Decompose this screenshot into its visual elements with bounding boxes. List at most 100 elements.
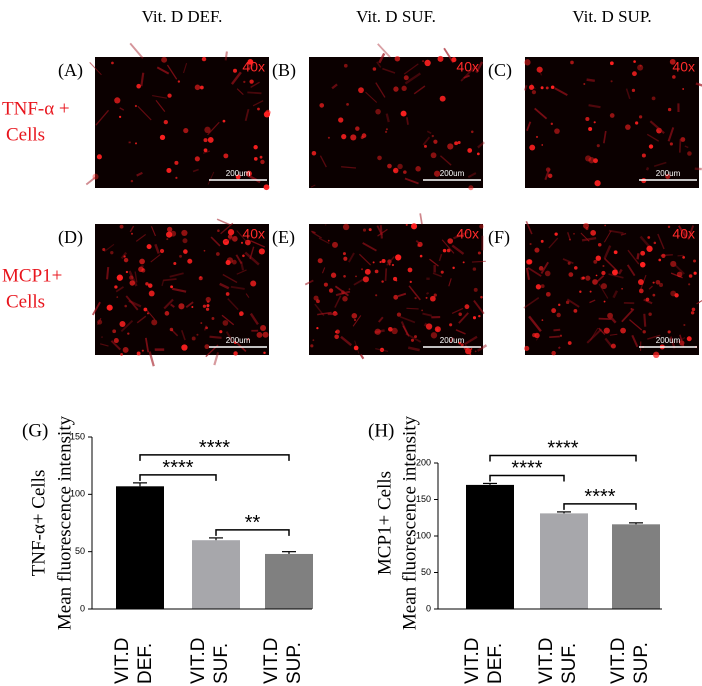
- magnification: 40x: [672, 59, 695, 75]
- cell: [567, 261, 571, 265]
- cell: [424, 59, 431, 67]
- cell: [409, 280, 412, 283]
- cell: [551, 350, 556, 356]
- fiber: [475, 61, 484, 74]
- cell: [135, 142, 137, 145]
- fiber: [678, 225, 688, 239]
- cell: [529, 242, 532, 246]
- cell: [201, 56, 207, 62]
- fiber: [321, 267, 326, 274]
- fiber: [236, 269, 247, 275]
- cell: [648, 144, 654, 149]
- cell: [227, 229, 235, 236]
- fiber: [347, 252, 355, 263]
- cell: [143, 307, 148, 312]
- cell: [204, 344, 210, 350]
- fiber: [245, 293, 250, 298]
- fiber: [375, 348, 389, 353]
- cell: [403, 75, 409, 81]
- cell: [311, 150, 317, 156]
- cell: [658, 258, 662, 262]
- cell: [187, 258, 193, 264]
- x-tick-label: VIT.D DEF.: [112, 637, 156, 684]
- cell: [585, 116, 590, 122]
- error-bar: [209, 537, 223, 541]
- cell: [433, 293, 437, 297]
- fiber: [696, 299, 702, 305]
- cell: [247, 338, 250, 341]
- cell: [473, 287, 478, 292]
- cell: [550, 122, 553, 125]
- cell: [582, 276, 585, 280]
- cell: [588, 157, 595, 164]
- cell: [430, 332, 438, 339]
- cell: [642, 330, 646, 334]
- cell: [638, 115, 643, 119]
- cell: [139, 258, 145, 265]
- cell: [596, 144, 600, 148]
- fiber: [667, 127, 675, 142]
- cell: [391, 263, 395, 267]
- fiber: [119, 107, 125, 111]
- cell: [436, 328, 439, 331]
- fiber: [219, 282, 230, 290]
- fiber: [382, 67, 396, 74]
- fiber: [540, 261, 549, 275]
- fiber: [580, 232, 590, 242]
- fiber: [549, 335, 560, 339]
- cell: [328, 288, 334, 293]
- cell: [239, 314, 242, 317]
- category-label-box: VIT.D DEF.: [112, 637, 156, 684]
- cell: [541, 144, 544, 146]
- significance-label: ****: [511, 458, 542, 480]
- fiber: [244, 108, 250, 122]
- cell: [585, 155, 592, 162]
- fiber: [586, 78, 596, 83]
- cell: [393, 169, 396, 172]
- cell: [381, 258, 386, 264]
- fiber: [128, 270, 138, 287]
- cell: [102, 247, 106, 252]
- cell: [559, 334, 563, 337]
- cell: [317, 258, 323, 264]
- column-header: Vit. D SUP.: [572, 7, 651, 26]
- fiber: [225, 331, 234, 343]
- cell: [119, 321, 126, 328]
- fiber: [612, 290, 619, 299]
- cell: [637, 64, 644, 71]
- cell: [170, 285, 174, 289]
- cell: [609, 113, 615, 118]
- cell: [528, 84, 535, 90]
- fiber: [129, 42, 144, 59]
- fiber: [144, 337, 150, 353]
- cell: [182, 238, 188, 244]
- cell: [116, 296, 119, 298]
- cell: [377, 155, 382, 161]
- y-axis-label: MCP1+ Cells: [374, 471, 395, 575]
- cell: [129, 275, 134, 280]
- cell: [231, 259, 237, 265]
- cell: [633, 60, 636, 63]
- fiber: [318, 237, 330, 245]
- cell: [346, 102, 349, 106]
- cell: [164, 311, 170, 316]
- cell: [526, 259, 532, 265]
- cell: [114, 285, 118, 289]
- cell: [260, 159, 265, 165]
- fiber: [230, 71, 242, 85]
- cell: [120, 353, 123, 356]
- cell: [687, 151, 692, 156]
- cell: [256, 331, 263, 338]
- cell: [183, 249, 188, 254]
- cell: [354, 318, 357, 321]
- fiber: [422, 312, 432, 317]
- cell: [635, 121, 639, 125]
- cell: [693, 271, 697, 275]
- significance-label: ****: [162, 457, 193, 479]
- x-tick-label: VIT.D SUP.: [608, 637, 652, 684]
- fiber: [399, 315, 416, 324]
- cell: [355, 126, 360, 131]
- y-tick-label: 0: [426, 603, 431, 613]
- cell: [439, 95, 446, 102]
- fiber: [422, 136, 431, 146]
